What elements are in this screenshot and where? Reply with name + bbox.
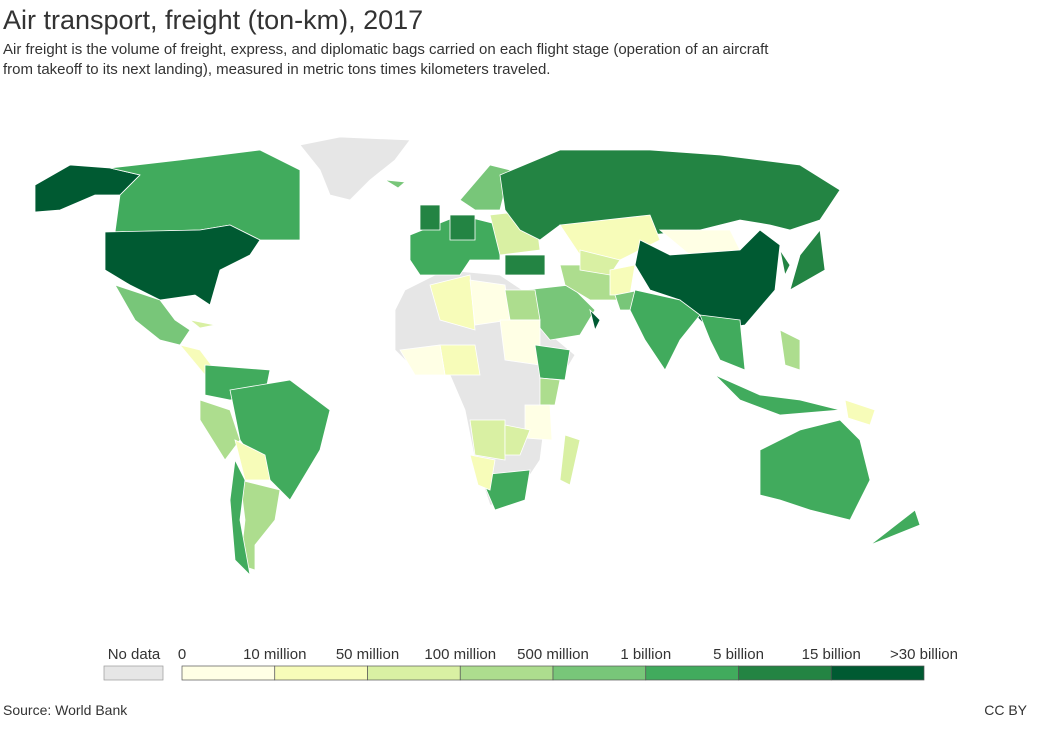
country (779, 329, 801, 371)
country (539, 377, 561, 406)
legend-label: 500 million (517, 646, 589, 663)
license: CC BY (984, 702, 1027, 718)
country (714, 374, 841, 416)
country (419, 204, 441, 231)
country (399, 344, 446, 376)
legend-swatch (552, 665, 647, 681)
country (429, 274, 476, 331)
country (504, 424, 531, 456)
country (109, 149, 301, 241)
country (384, 179, 406, 189)
subtitle: Air freight is the volume of freight, ex… (3, 41, 769, 58)
legend-swatch (459, 665, 554, 681)
legend-swatch (103, 665, 164, 681)
country (844, 399, 876, 426)
country (239, 479, 281, 571)
legend-label: No data (108, 646, 161, 663)
legend-label: 0 (178, 646, 186, 663)
country (299, 136, 411, 201)
legend-label: 15 billion (802, 646, 861, 663)
country (524, 404, 553, 441)
legend-label: 5 billion (713, 646, 764, 663)
country (479, 469, 531, 511)
country (439, 344, 481, 376)
legend: No data 0 10 million 50 million 100 million… (103, 646, 958, 681)
country (189, 319, 216, 329)
world-map (34, 136, 921, 577)
country (559, 434, 581, 486)
country (629, 289, 701, 371)
subtitle: from takeoff to its next landing), measu… (3, 61, 550, 78)
legend-swatch (181, 665, 276, 681)
country (469, 419, 506, 461)
legend-swatch (367, 665, 461, 681)
legend-swatch (830, 665, 925, 681)
country (699, 314, 746, 371)
country (469, 454, 496, 491)
legend-label: 1 billion (620, 646, 671, 663)
legend-swatch (274, 665, 368, 681)
country (504, 254, 546, 276)
title: Air transport, freight (ton-km), 2017 (3, 5, 423, 35)
legend-label: 10 million (243, 646, 306, 663)
country (609, 264, 636, 296)
country (234, 439, 271, 481)
country (499, 149, 841, 241)
country (759, 419, 871, 521)
country (589, 308, 601, 332)
country (229, 458, 251, 577)
source: Source: World Bank (3, 702, 128, 718)
country (499, 319, 541, 366)
country (504, 289, 541, 321)
country (114, 284, 191, 346)
country (469, 279, 511, 326)
country (449, 214, 476, 241)
legend-swatch (738, 665, 832, 681)
country (789, 229, 826, 291)
legend-label: 50 million (336, 646, 399, 663)
country (869, 509, 921, 546)
legend-label: 100 million (424, 646, 496, 663)
country (104, 224, 261, 306)
legend-label: >30 billion (890, 646, 958, 663)
legend-swatch (645, 665, 739, 681)
country (534, 344, 571, 381)
country (199, 399, 241, 461)
country (779, 249, 791, 277)
country (634, 229, 781, 331)
